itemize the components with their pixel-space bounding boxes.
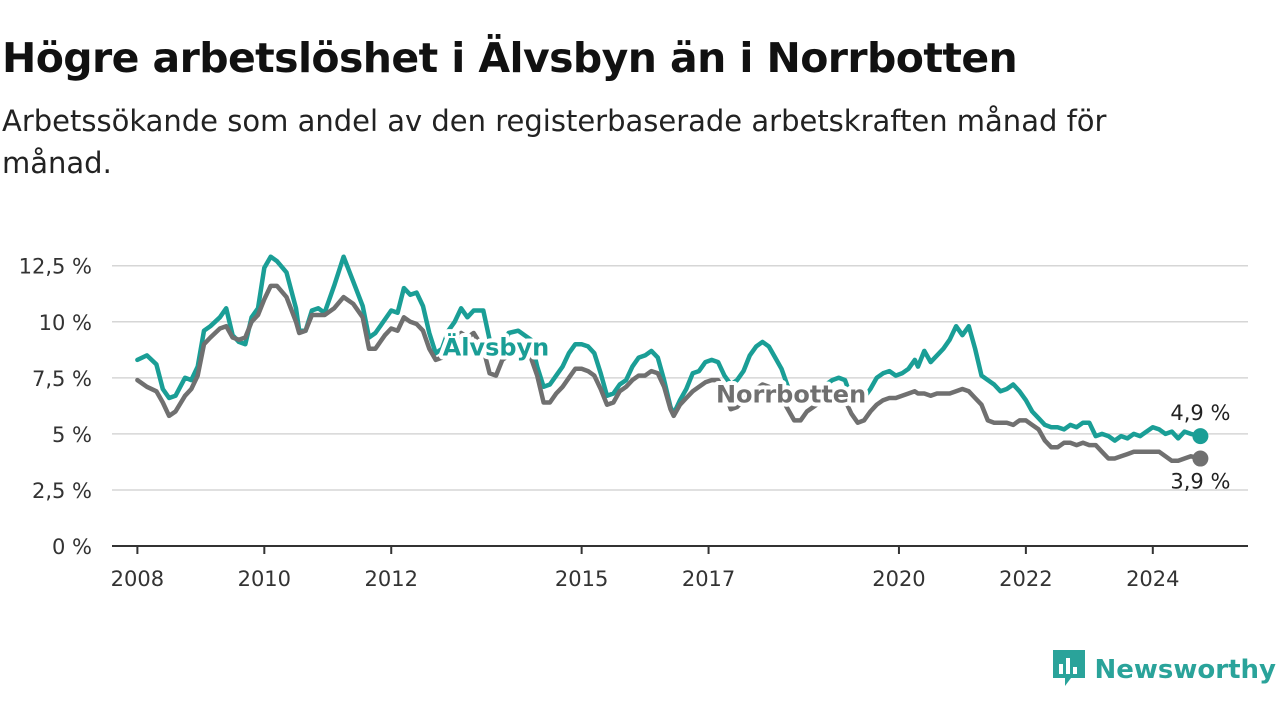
x-tick-label: 2010: [238, 567, 291, 591]
series-lines: [135, 254, 1209, 467]
line-chart: 0 %2,5 %5 %7,5 %10 %12,5 % 2008 2010 2012 2…: [19, 254, 1248, 591]
grid-lines: [112, 264, 1248, 491]
x-axis: 2008 2010 2012 2015 2017 2020 2022 2024: [111, 545, 1248, 591]
x-tick-label: 2024: [1126, 567, 1179, 591]
y-tick-label: 5 %: [52, 423, 92, 447]
y-tick-label: 12,5 %: [19, 255, 92, 279]
series-endpoint-0: [1192, 428, 1209, 445]
series-name-halo: Älvsbyn: [443, 332, 550, 361]
series-endpoint-1: [1192, 450, 1209, 467]
x-tick-label: 2020: [872, 567, 925, 591]
x-tick-label: 2012: [365, 567, 418, 591]
brand-name: Newsworthy: [1094, 655, 1276, 685]
series-end-value: 4,9 %: [1170, 401, 1230, 425]
series-line-1: [135, 283, 1203, 464]
y-tick-label: 0 %: [52, 535, 92, 559]
newsworthy-logo: Newsworthy: [1051, 648, 1276, 692]
y-tick-label: 2,5 %: [32, 479, 92, 503]
y-tick-label: 7,5 %: [32, 367, 92, 391]
page-subtitle: Arbetssökande som andel av den registerb…: [2, 104, 1107, 180]
series-name-halo: Norrbotten: [716, 381, 866, 409]
series-name-label: Norrbotten: [716, 381, 866, 409]
series-end-value: 3,9 %: [1170, 470, 1230, 494]
x-tick-label: 2008: [111, 567, 164, 591]
y-tick-label: 10 %: [39, 311, 92, 335]
x-tick-label: 2022: [999, 567, 1052, 591]
series-name-label: Älvsbyn: [443, 332, 550, 361]
x-tick-label: 2017: [682, 567, 735, 591]
y-axis: 0 % 2,5 % 5 % 7,5 % 10 % 12,5 %: [19, 255, 92, 559]
page-title: Högre arbetslöshet i Älvsbyn än i Norrbo…: [2, 34, 1018, 82]
series-line-0: [135, 254, 1203, 443]
x-tick-label: 2015: [555, 567, 608, 591]
bar-chart-speech-bubble-icon: [1051, 648, 1087, 692]
